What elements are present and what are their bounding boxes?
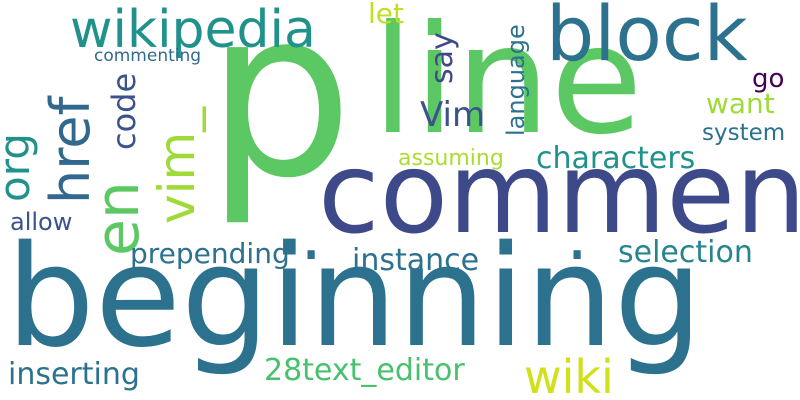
word-dot-2: . bbox=[566, 194, 589, 276]
word-wiki: wiki bbox=[524, 350, 614, 400]
word-inserting: inserting bbox=[8, 357, 140, 392]
word-allow: allow bbox=[10, 208, 73, 236]
word-code: code bbox=[105, 72, 143, 150]
word-block: block bbox=[546, 0, 748, 78]
word-selection: selection bbox=[618, 235, 753, 270]
word-prepending: prepending bbox=[130, 237, 290, 270]
word-vim_: vim_ bbox=[148, 106, 206, 224]
word-instance: instance bbox=[352, 243, 480, 278]
word-org: org bbox=[0, 133, 39, 202]
word-28text_editor: 28text_editor bbox=[264, 353, 465, 388]
word-line: line bbox=[372, 0, 643, 168]
word-comment: comment bbox=[318, 129, 800, 259]
word-go: go bbox=[752, 64, 785, 94]
word-say: say bbox=[425, 32, 460, 84]
word-dot-1: . bbox=[300, 194, 323, 276]
word-system: system bbox=[702, 120, 786, 146]
word-assuming: assuming bbox=[398, 146, 504, 171]
word-commenting: commenting bbox=[94, 46, 202, 66]
word-characters: characters bbox=[536, 141, 696, 176]
word-p: p bbox=[206, 0, 354, 229]
word-want: want bbox=[706, 87, 775, 120]
word-language: language bbox=[502, 24, 530, 136]
word-beginning: beginning bbox=[6, 216, 703, 379]
word-Vim: Vim bbox=[420, 95, 486, 135]
word-wikipedia: wikipedia bbox=[70, 0, 316, 60]
word-let: let bbox=[368, 0, 404, 30]
